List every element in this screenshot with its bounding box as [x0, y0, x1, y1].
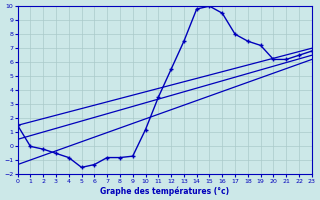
X-axis label: Graphe des températures (°c): Graphe des températures (°c)	[100, 186, 229, 196]
